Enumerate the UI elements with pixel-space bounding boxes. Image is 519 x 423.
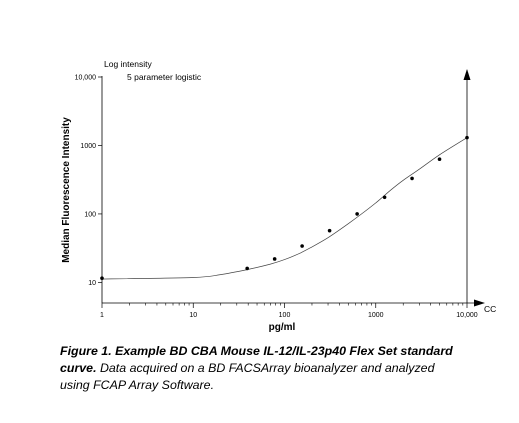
fit-label: 5 parameter logistic <box>127 72 202 82</box>
caption-label: Figure 1. <box>60 344 112 358</box>
y-tick-labels: 10 100 1000 10,000 <box>75 75 97 287</box>
x-tick-labels: 1 10 100 1000 10,000 <box>100 312 478 319</box>
data-point <box>272 257 277 261</box>
fit-curve <box>101 137 468 280</box>
y-tick-label: 1000 <box>80 143 96 150</box>
figure-caption: Figure 1. Example BD CBA Mouse IL-12/IL-… <box>60 343 460 394</box>
right-boundary-arrow <box>463 69 471 80</box>
data-point <box>382 195 387 200</box>
standard-curve-chart: 1 10 100 1000 10,000 10 100 1000 10,000 Log int… <box>61 59 496 333</box>
caption-body: Data acquired on a BD FACSArray bioanaly… <box>60 361 435 392</box>
data-points <box>100 135 469 281</box>
y-tick-label: 10,000 <box>75 75 97 82</box>
data-point <box>327 228 332 233</box>
x-axis-arrow <box>474 299 485 307</box>
y-tick-label: 10 <box>88 280 96 287</box>
y-axis-ticks <box>98 76 102 283</box>
x-axis-ticks <box>101 303 468 308</box>
data-point <box>355 212 359 216</box>
x-tick-label: 100 <box>279 312 291 319</box>
data-point <box>465 135 469 140</box>
y-axis-title: Log intensity <box>104 59 152 69</box>
y-axis-label: Median Fluorescence Intensity <box>61 117 72 263</box>
data-point <box>437 157 442 162</box>
data-point <box>245 266 249 271</box>
x-tick-label: 1 <box>100 312 104 319</box>
data-point <box>100 276 104 281</box>
x-axis-end-label: CC <box>484 304 496 314</box>
x-tick-label: 10 <box>189 312 197 319</box>
y-tick-label: 100 <box>84 211 96 218</box>
data-point <box>410 176 414 181</box>
data-point <box>300 244 304 248</box>
x-tick-label: 1000 <box>368 312 384 319</box>
x-tick-label: 10,000 <box>456 312 478 319</box>
x-axis-label: pg/ml <box>269 322 296 333</box>
caption-title: Example BD CBA Mouse IL-12/IL-23p40 Flex… <box>60 344 453 375</box>
